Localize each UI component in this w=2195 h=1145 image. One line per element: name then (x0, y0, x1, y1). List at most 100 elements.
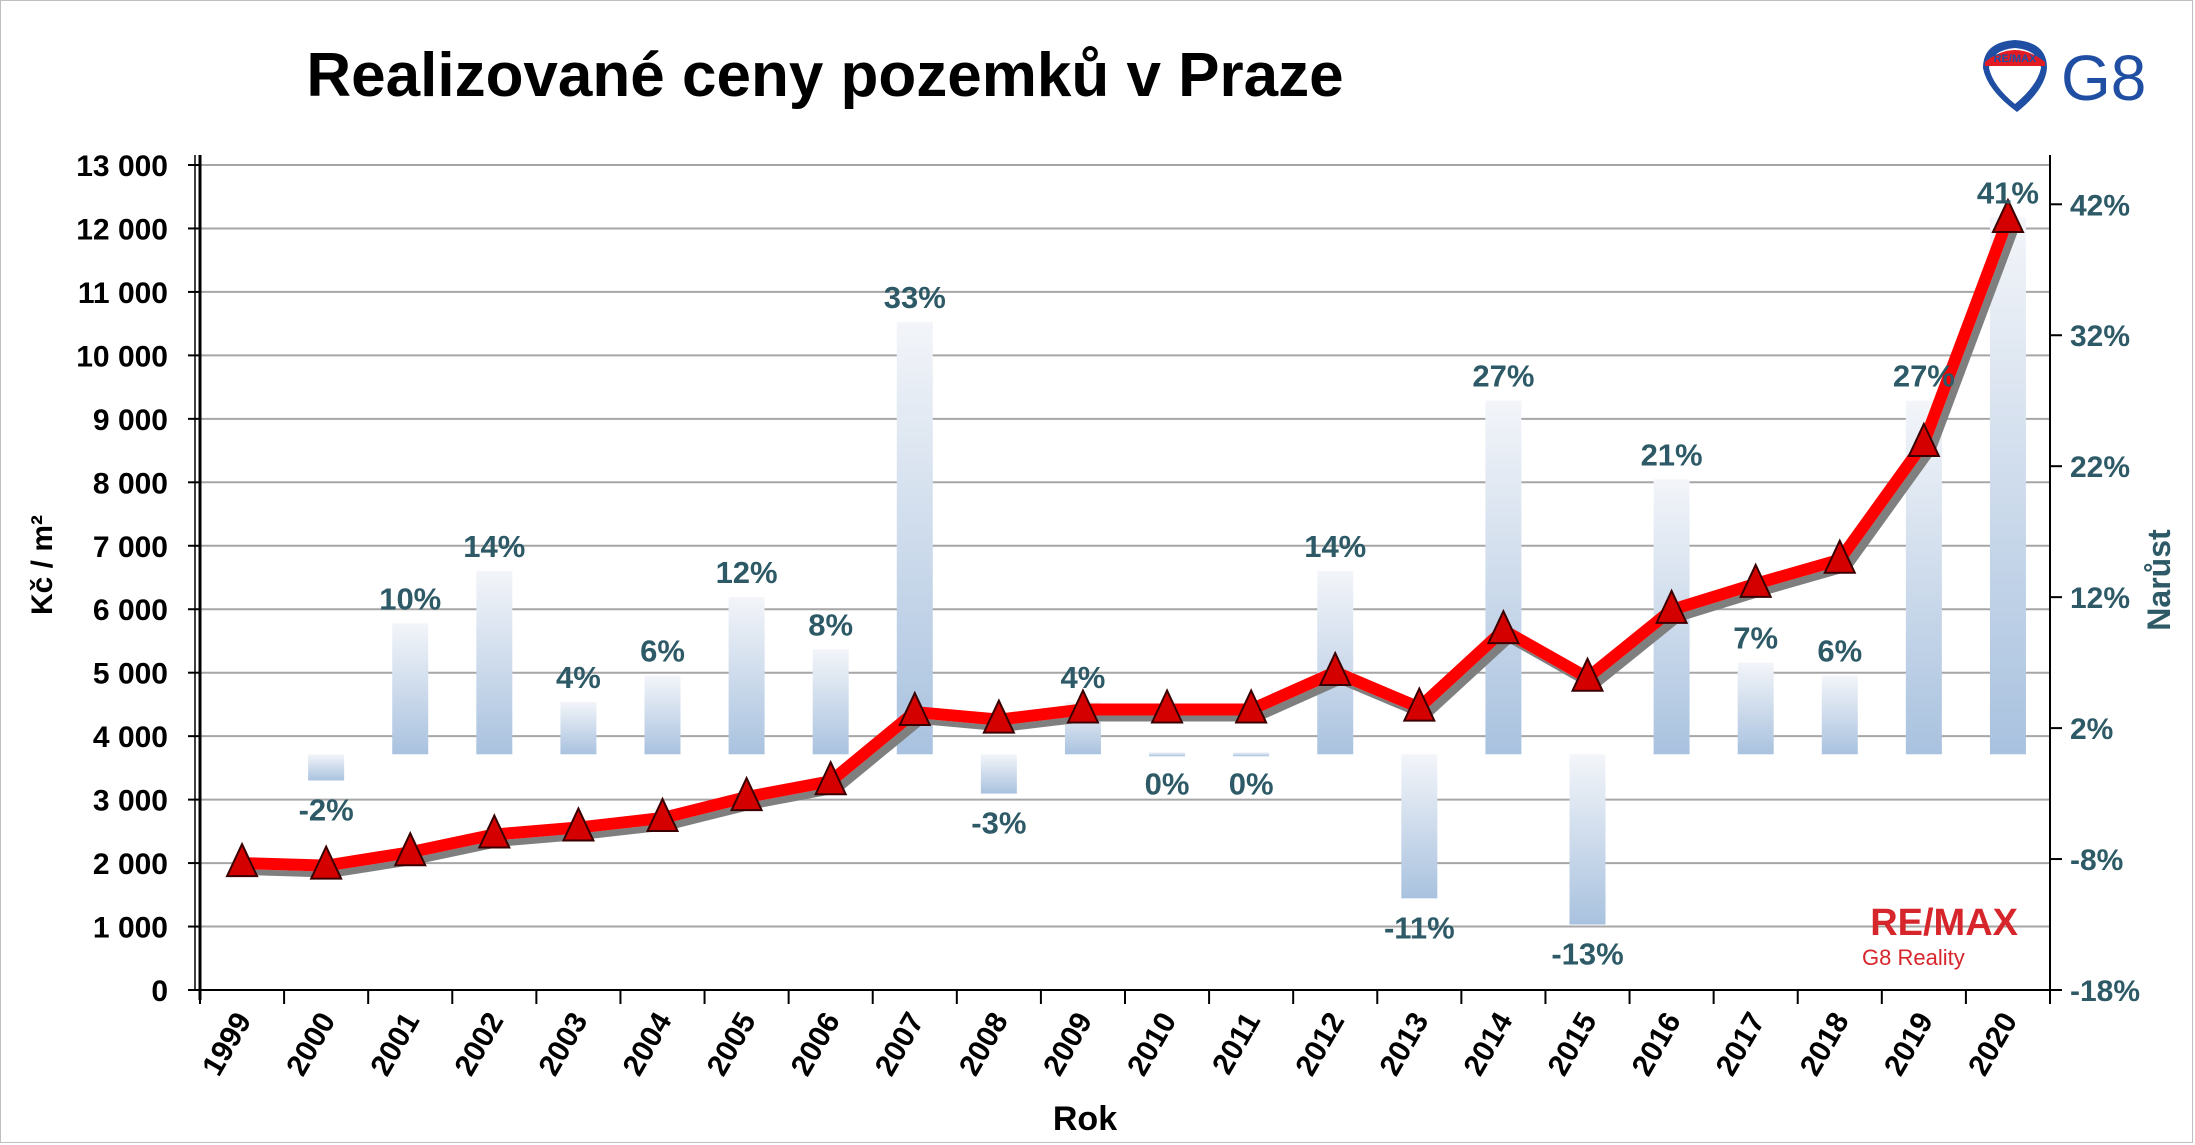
growth-data-label: 6% (1817, 634, 1862, 669)
remax-g8-logo: RE/MAX G8 (1983, 40, 2146, 114)
growth-data-label: 14% (1304, 529, 1366, 564)
growth-bar (308, 754, 345, 781)
x-tick-label: 2003 (533, 1007, 595, 1081)
x-axis-title: Rok (1053, 1100, 1117, 1138)
growth-data-label: 6% (640, 634, 685, 669)
x-tick-label: 2014 (1458, 1007, 1520, 1082)
x-tick-label: 2013 (1373, 1007, 1435, 1081)
left-tick-label: 1 000 (93, 912, 168, 945)
price-marker (1318, 650, 1352, 687)
growth-bar (896, 322, 933, 755)
growth-data-label: -13% (1551, 937, 1623, 972)
growth-bar (560, 701, 597, 755)
growth-bar (1149, 752, 1186, 757)
svg-text:G8: G8 (2061, 42, 2146, 114)
x-tick-label: 2008 (953, 1007, 1015, 1081)
left-tick-label: 13 000 (76, 150, 168, 183)
x-tick-label: 2017 (1710, 1007, 1772, 1081)
growth-data-label: 21% (1641, 437, 1703, 472)
x-tick-label: 2006 (785, 1007, 847, 1081)
growth-data-label: -11% (1384, 910, 1455, 945)
price-marker (898, 690, 932, 727)
left-tick-label: 8 000 (93, 467, 168, 500)
left-tick-label: 0 (151, 975, 168, 1008)
y-axis-title-right: Narůst (2141, 529, 2177, 631)
growth-bar (1233, 752, 1270, 757)
growth-data-label: 8% (808, 608, 853, 643)
left-tick-label: 4 000 (93, 721, 168, 754)
growth-bar (476, 570, 513, 755)
price-marker (1234, 688, 1268, 724)
x-tick-label: 2005 (701, 1007, 763, 1081)
watermark-brand: RE/MAX (1870, 902, 2018, 944)
price-marker (814, 759, 848, 796)
price-marker (225, 841, 259, 878)
growth-bar (392, 623, 429, 755)
left-tick-label: 2 000 (93, 848, 168, 881)
price-marker (1066, 688, 1100, 724)
x-tick-label: 1999 (196, 1007, 258, 1081)
growth-bar (812, 649, 849, 755)
x-tick-label: 2007 (869, 1007, 931, 1081)
growth-data-label: 27% (1472, 359, 1534, 394)
x-tick-label: 2011 (1206, 1007, 1267, 1080)
left-tick-label: 10 000 (76, 340, 168, 373)
growth-data-label: 7% (1733, 621, 1778, 656)
right-tick-label: 12% (2070, 582, 2130, 615)
price-marker (1655, 588, 1689, 624)
left-tick-label: 7 000 (93, 531, 168, 564)
right-tick-label: 32% (2070, 320, 2130, 353)
price-marker (477, 813, 511, 849)
price-marker (982, 698, 1016, 734)
x-tick-label: 2004 (617, 1007, 679, 1082)
growth-data-label: -3% (971, 806, 1026, 841)
price-marker (393, 830, 427, 867)
growth-data-label: 41% (1977, 175, 2039, 210)
x-tick-label: 2010 (1121, 1007, 1183, 1081)
x-tick-label: 2016 (1626, 1007, 1688, 1081)
growth-bar (980, 754, 1017, 794)
growth-data-label: 0% (1145, 766, 1190, 801)
x-tick-label: 2002 (448, 1007, 510, 1081)
left-tick-label: 9 000 (93, 404, 168, 437)
growth-data-label: -2% (299, 792, 354, 827)
x-tick-label: 2012 (1289, 1007, 1351, 1081)
growth-bar (1737, 662, 1774, 755)
right-tick-label: -8% (2070, 844, 2123, 877)
price-marker (561, 806, 595, 842)
chart-title: Realizované ceny pozemků v Praze (306, 41, 1344, 110)
price-marker (1486, 608, 1520, 645)
price-line (241, 216, 2014, 872)
x-tick-label: 2000 (280, 1007, 342, 1081)
price-marker (1402, 686, 1436, 722)
right-tick-label: 42% (2070, 189, 2130, 222)
price-marker (1570, 656, 1605, 692)
right-tick-label: 2% (2070, 713, 2113, 746)
price-marker (1739, 562, 1773, 598)
growth-data-label: 33% (884, 280, 946, 315)
growth-data-label: 10% (379, 581, 441, 616)
growth-data-label: 12% (716, 555, 778, 590)
growth-bar (1821, 675, 1858, 755)
x-tick-label: 2019 (1878, 1007, 1940, 1081)
growth-bar (728, 597, 765, 755)
price-marker (1823, 538, 1857, 574)
growth-bar (1401, 754, 1438, 899)
right-tick-label: 22% (2070, 451, 2130, 484)
x-tick-label: 2009 (1037, 1007, 1099, 1081)
growth-data-label: 14% (463, 529, 525, 564)
right-tick-label: -18% (2070, 975, 2140, 1008)
price-marker (730, 775, 764, 812)
svg-text:RE/MAX: RE/MAX (1994, 53, 2037, 65)
growth-bar (1989, 217, 2026, 755)
price-marker (1150, 688, 1184, 724)
price-marker (645, 796, 680, 833)
price-marker (1907, 421, 1941, 457)
left-tick-label: 3 000 (93, 785, 168, 818)
growth-bar (644, 675, 681, 755)
x-tick-label: 2020 (1962, 1007, 2024, 1081)
growth-data-label: 27% (1893, 359, 1955, 394)
growth-data-label: 4% (556, 660, 601, 695)
